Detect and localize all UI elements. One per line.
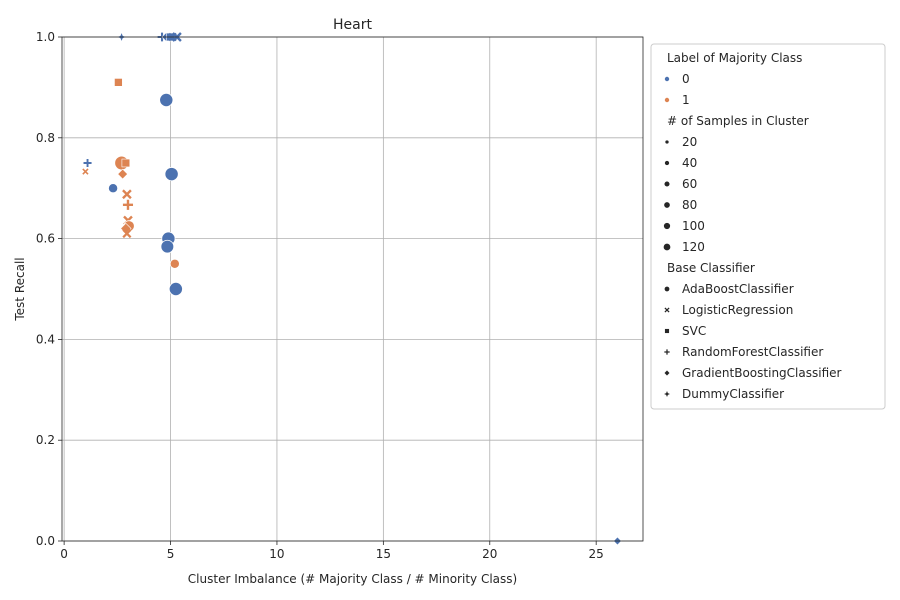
- x-axis-ticks: 0 5 10 15 20 25: [60, 541, 604, 561]
- data-point: [168, 281, 183, 297]
- data-point: [160, 239, 175, 254]
- plot-background: [62, 37, 643, 541]
- legend-entry-label: 1: [682, 93, 690, 107]
- plot-frame: [61, 36, 644, 542]
- legend-marker: [664, 139, 670, 145]
- data-point: [169, 258, 180, 269]
- x-tick-label: 10: [269, 547, 284, 561]
- x-tick-label: 25: [589, 547, 604, 561]
- data-point: [122, 189, 132, 200]
- legend-section-title: # of Samples in Cluster: [667, 114, 809, 128]
- y-tick-label: 0.8: [36, 131, 55, 145]
- data-point: [122, 229, 132, 239]
- legend-entry-label: 0: [682, 72, 690, 86]
- legend-marker: [664, 328, 670, 334]
- y-tick-label: 0.2: [36, 433, 55, 447]
- legend-section-title: Label of Majority Class: [667, 51, 802, 65]
- legend-marker: [663, 369, 671, 377]
- y-tick-label: 1.0: [36, 30, 55, 44]
- legend-marker: [663, 285, 671, 293]
- legend-entry-label: GradientBoostingClassifier: [682, 366, 842, 380]
- legend-entry-label: 40: [682, 156, 697, 170]
- y-tick-label: 0.0: [36, 534, 55, 548]
- legend-marker: [663, 201, 671, 209]
- data-point: [82, 168, 89, 175]
- data-point: [83, 158, 92, 168]
- legend-marker: [663, 180, 671, 188]
- y-axis-ticks: 0.0 0.2 0.4 0.6 0.8 1.0: [36, 30, 62, 548]
- x-tick-label: 0: [60, 547, 68, 561]
- legend-entry-label: SVC: [682, 324, 706, 338]
- legend-items: Label of Majority Class 0 1 # of Samples in…: [662, 51, 842, 401]
- chart-title: Heart: [333, 17, 372, 33]
- legend-marker: [664, 349, 670, 355]
- x-tick-label: 15: [376, 547, 391, 561]
- legend-marker: [664, 391, 670, 397]
- data-point: [114, 78, 123, 87]
- legend-marker: [664, 160, 670, 166]
- data-point: [121, 158, 131, 168]
- plot-area: [61, 32, 644, 546]
- legend-marker: [664, 307, 670, 313]
- legend-entry-label: 120: [682, 240, 705, 254]
- data-point: [108, 183, 119, 194]
- x-axis-label: Cluster Imbalance (# Majority Class / # …: [188, 572, 517, 586]
- legend-marker: [662, 242, 672, 252]
- legend-entry-label: 80: [682, 198, 697, 212]
- legend-entry-label: 20: [682, 135, 697, 149]
- y-tick-label: 0.4: [36, 332, 55, 346]
- data-point: [117, 168, 128, 180]
- legend-box: [650, 43, 886, 410]
- legend-entry-label: DummyClassifier: [682, 387, 784, 401]
- legend-entry-label: RandomForestClassifier: [682, 345, 823, 359]
- x-tick-label: 5: [167, 547, 175, 561]
- legend-entry-label: AdaBoostClassifier: [682, 282, 794, 296]
- legend-entry-label: 100: [682, 219, 705, 233]
- legend-entry-label: LogisticRegression: [682, 303, 793, 317]
- legend-marker: [664, 76, 671, 83]
- legend-section-title: Base Classifier: [667, 261, 755, 275]
- x-tick-label: 20: [482, 547, 497, 561]
- legend: Label of Majority Class 0 1 # of Samples in…: [650, 43, 886, 410]
- legend-entry-label: 60: [682, 177, 697, 191]
- y-axis-label: Test Recall: [13, 257, 27, 321]
- legend-marker: [663, 222, 671, 230]
- y-tick-label: 0.6: [36, 232, 55, 246]
- data-point: [159, 92, 174, 108]
- legend-marker: [664, 97, 671, 104]
- data-point: [122, 199, 134, 210]
- data-point: [164, 167, 179, 182]
